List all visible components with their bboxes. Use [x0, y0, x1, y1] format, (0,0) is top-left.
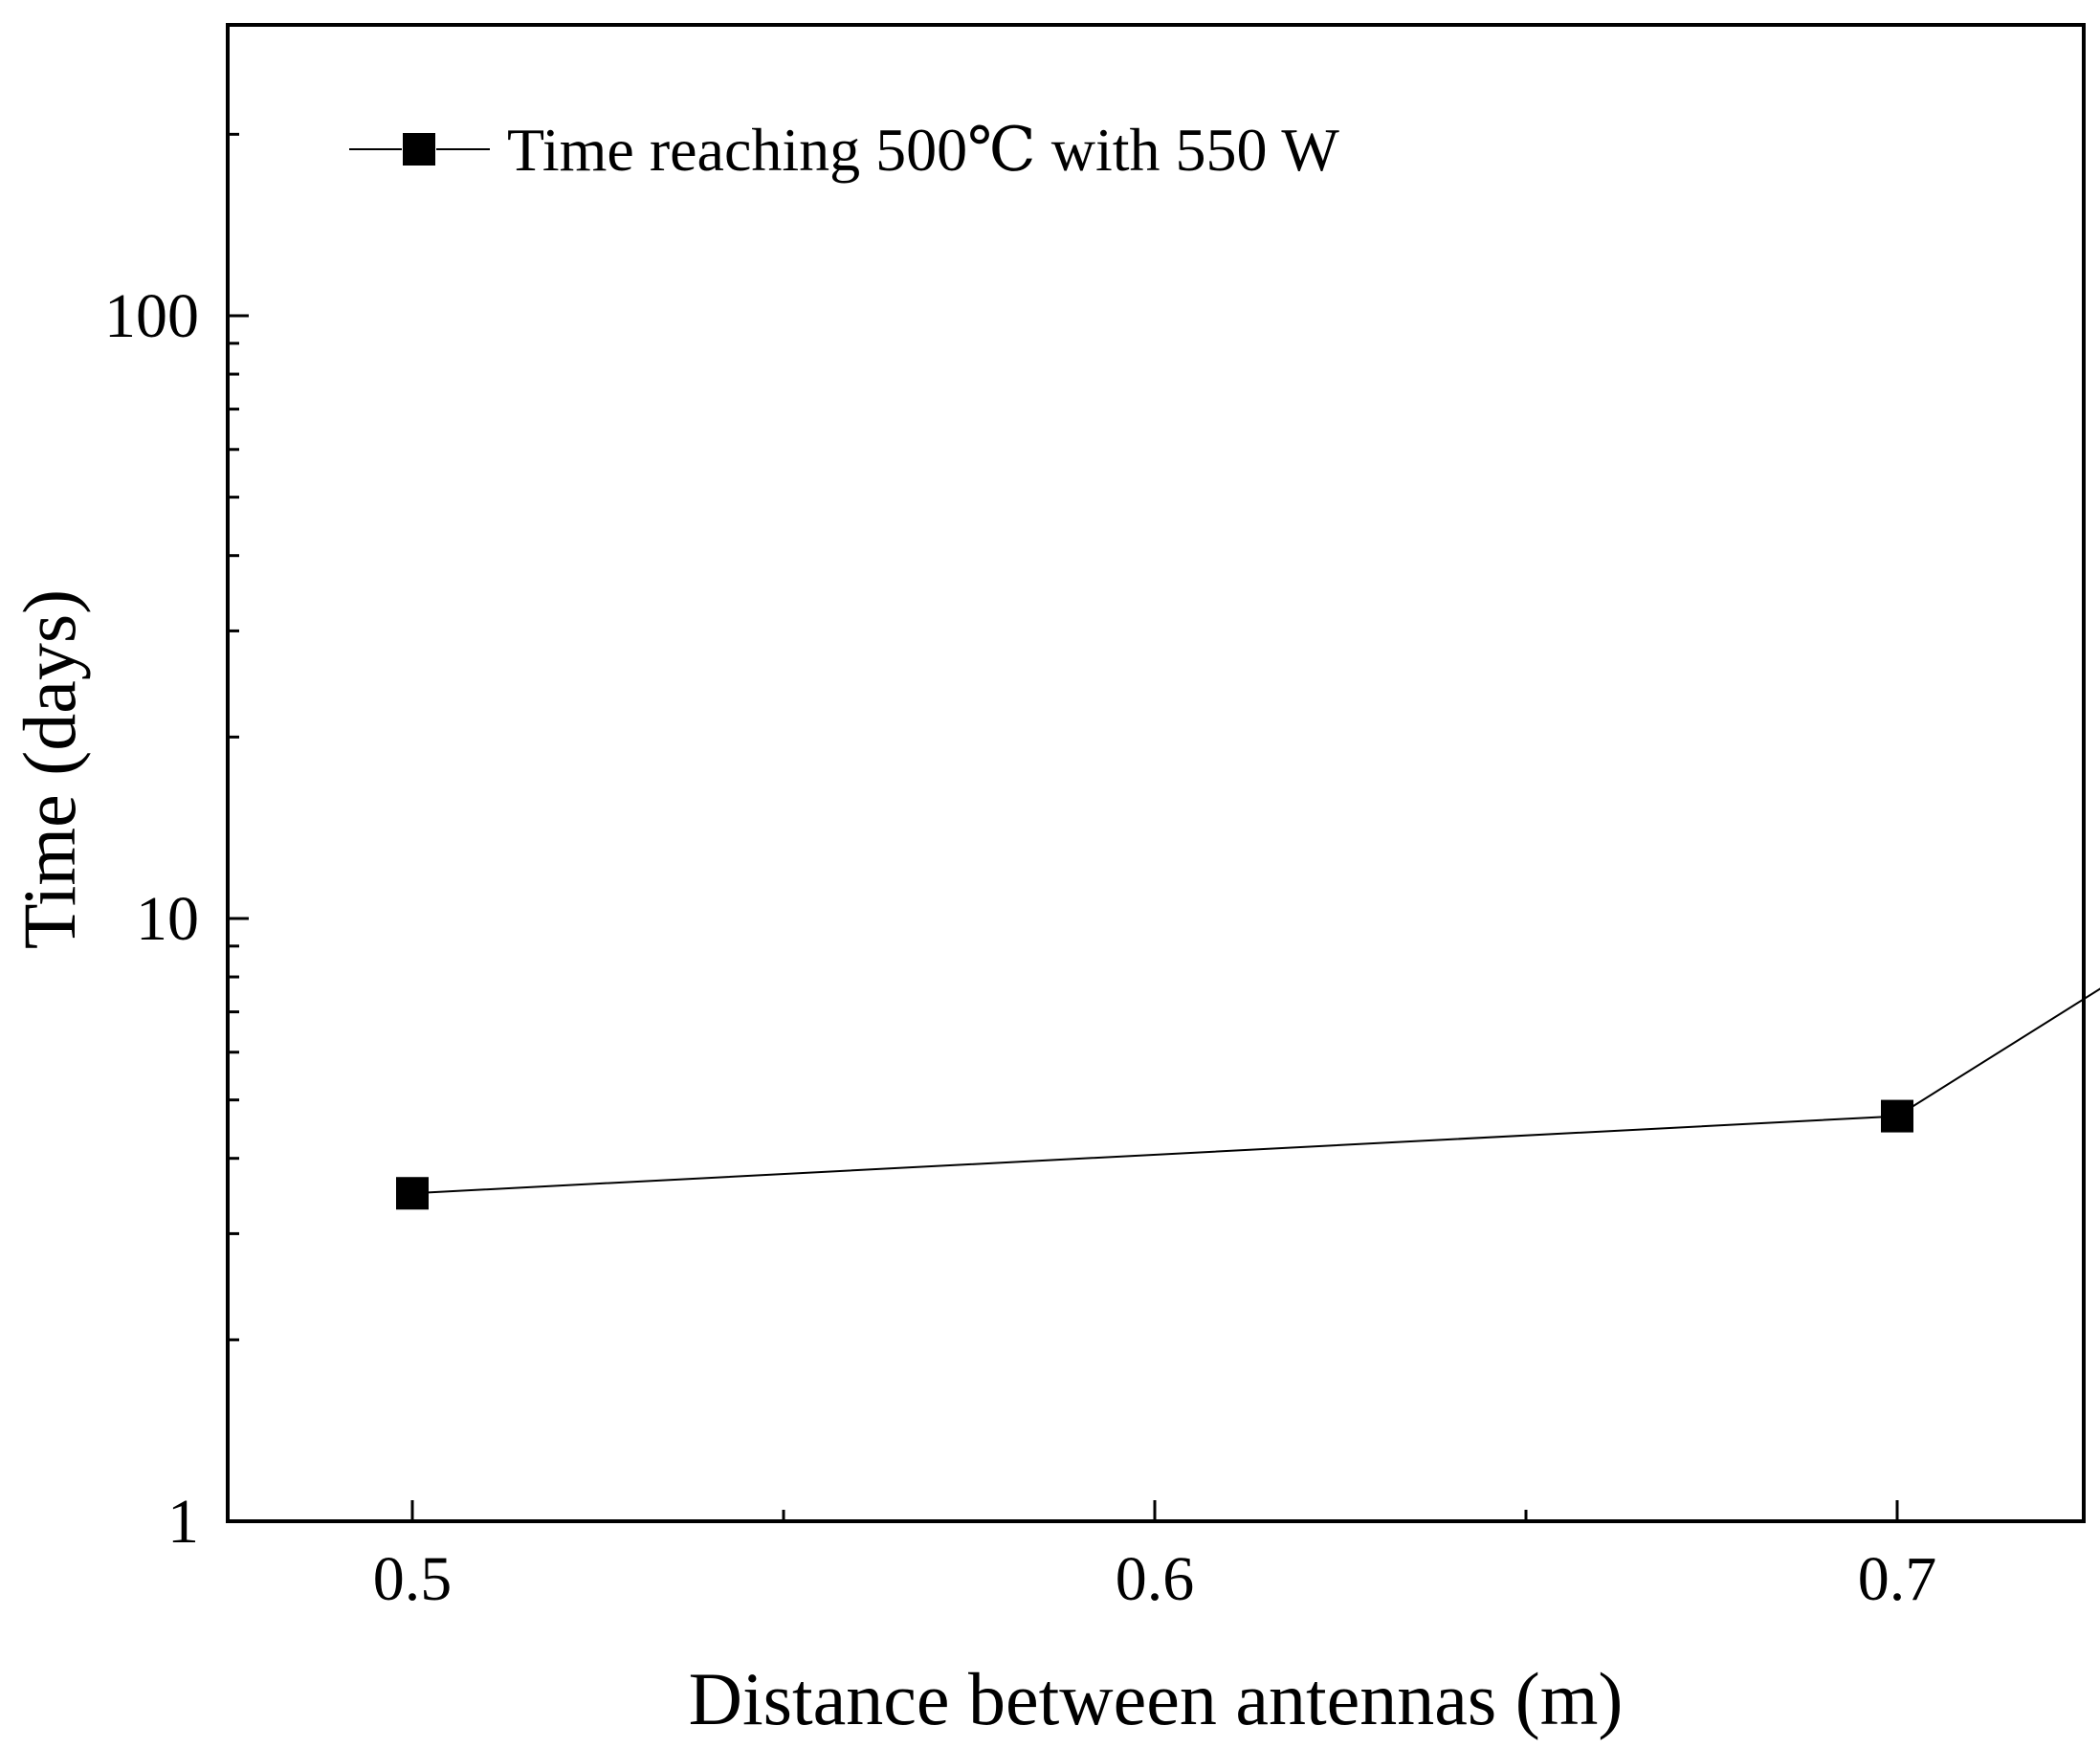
y-tick-label: 100 — [104, 281, 199, 351]
tick-labels: 0.50.60.70.80.9110100 — [104, 281, 1937, 1614]
major-ticks — [228, 314, 1899, 1523]
plot-area-frame — [226, 23, 2086, 1523]
minor-ticks — [228, 132, 1528, 1521]
y-tick-label: 1 — [167, 1487, 199, 1557]
series-layer — [396, 987, 2100, 1210]
x-axis-title: Distance between antennas (m) — [689, 1657, 1624, 1740]
series-line — [411, 987, 2100, 1195]
x-tick-label: 0.7 — [1858, 1544, 1937, 1614]
y-tick-label: 10 — [136, 884, 199, 954]
legend-marker — [403, 133, 435, 166]
data-point — [396, 1177, 429, 1210]
legend-label: Time reaching 500℃ with 550 W — [507, 116, 1339, 184]
x-tick-label: 0.5 — [373, 1544, 453, 1614]
y-axis-title: Time (days) — [8, 589, 91, 949]
legend: Time reaching 500℃ with 550 W — [349, 116, 1339, 184]
x-tick-label: 0.6 — [1116, 1544, 1195, 1614]
data-point — [1881, 1099, 1913, 1133]
